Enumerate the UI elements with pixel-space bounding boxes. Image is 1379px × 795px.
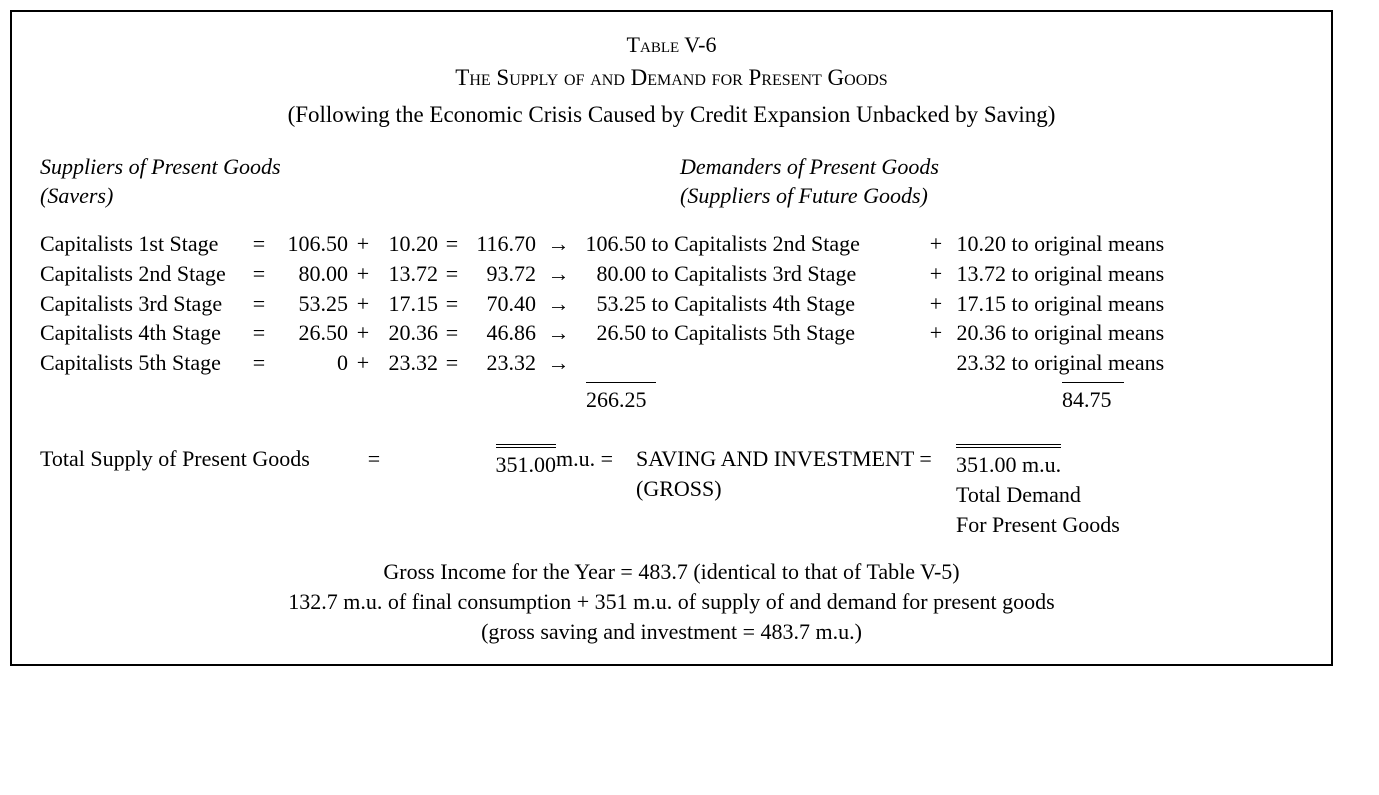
sum-value: 93.72 <box>466 259 536 289</box>
table-v6-page: Table V-6 The Supply of and Demand for P… <box>10 10 1333 666</box>
dest-original-means: 20.36 to original means <box>951 318 1164 348</box>
plus-sign: + <box>921 289 951 319</box>
footer-line1: Gross Income for the Year = 483.7 (ident… <box>40 557 1303 587</box>
dest-original-means: 10.20 to original means <box>951 229 1164 259</box>
plus-sign: + <box>921 229 951 259</box>
subtotal-dest-b: 84.75 <box>1062 382 1124 415</box>
equals-sign: = <box>438 259 466 289</box>
subtotal-dest-a: 266.25 <box>586 382 656 415</box>
dest-capitalists: 26.50 to Capitalists 5th Stage <box>581 318 921 348</box>
stage-row: Capitalists 1st Stage=106.50+10.20=116.7… <box>40 229 1303 259</box>
sum-value: 70.40 <box>466 289 536 319</box>
stage-label: Capitalists 4th Stage <box>40 318 245 348</box>
stage-rows: Capitalists 1st Stage=106.50+10.20=116.7… <box>40 229 1303 377</box>
dest-original-means: 13.72 to original means <box>951 259 1164 289</box>
total-demand-line3: For Present Goods <box>956 510 1156 540</box>
value-b: 13.72 <box>378 259 438 289</box>
value-b: 10.20 <box>378 229 438 259</box>
equals-sign: = <box>438 229 466 259</box>
total-demand-block: 351.00 m.u. Total Demand For Present Goo… <box>956 444 1156 539</box>
dest-capitalists: 106.50 to Capitalists 2nd Stage <box>581 229 921 259</box>
footer-line3: (gross saving and investment = 483.7 m.u… <box>40 617 1303 647</box>
total-unit: m.u. = <box>556 444 636 474</box>
plus-sign: + <box>921 259 951 289</box>
equals-sign: = <box>245 229 273 259</box>
stage-label: Capitalists 3rd Stage <box>40 289 245 319</box>
sum-value: 46.86 <box>466 318 536 348</box>
total-supply-label: Total Supply of Present Goods <box>40 444 360 474</box>
arrow-icon: → <box>536 318 581 348</box>
footer-block: Gross Income for the Year = 483.7 (ident… <box>40 557 1303 646</box>
demanders-header-line2: (Suppliers of Future Goods) <box>680 181 939 211</box>
plus-sign: + <box>348 289 378 319</box>
value-a: 80.00 <box>273 259 348 289</box>
total-demand-line2: Total Demand <box>956 480 1156 510</box>
suppliers-header-line1: Suppliers of Present Goods <box>40 152 680 182</box>
demanders-header-line1: Demanders of Present Goods <box>680 152 939 182</box>
table-subtitle: (Following the Economic Crisis Caused by… <box>40 99 1303 130</box>
stage-row: Capitalists 4th Stage=26.50+20.36=46.86→… <box>40 318 1303 348</box>
value-a: 26.50 <box>273 318 348 348</box>
equals-sign: = <box>360 444 388 474</box>
value-b: 17.15 <box>378 289 438 319</box>
sum-value: 23.32 <box>466 348 536 378</box>
demanders-header: Demanders of Present Goods (Suppliers of… <box>680 152 939 211</box>
equals-sign: = <box>438 318 466 348</box>
table-title: The Supply of and Demand for Present Goo… <box>40 62 1303 93</box>
suppliers-header-line2: (Savers) <box>40 181 680 211</box>
column-headers: Suppliers of Present Goods (Savers) Dema… <box>40 152 1303 211</box>
subtotal-row: 266.25 84.75 <box>40 382 1303 415</box>
equals-sign: = <box>245 259 273 289</box>
stage-row: Capitalists 2nd Stage=80.00+13.72=93.72→… <box>40 259 1303 289</box>
sum-value: 116.70 <box>466 229 536 259</box>
value-a: 53.25 <box>273 289 348 319</box>
dest-capitalists: 80.00 to Capitalists 3rd Stage <box>581 259 921 289</box>
arrow-icon: → <box>536 348 581 378</box>
arrow-icon: → <box>536 289 581 319</box>
arrow-icon: → <box>536 259 581 289</box>
plus-sign: + <box>348 348 378 378</box>
saving-investment-line1: SAVING AND INVESTMENT = <box>636 446 932 471</box>
equals-sign: = <box>245 348 273 378</box>
equals-sign: = <box>245 318 273 348</box>
total-supply-value: 351.00 <box>470 444 556 480</box>
equals-sign: = <box>245 289 273 319</box>
equals-sign: = <box>438 348 466 378</box>
value-a: 106.50 <box>273 229 348 259</box>
plus-sign: + <box>348 229 378 259</box>
plus-sign: + <box>348 259 378 289</box>
total-demand-value: 351.00 m.u. <box>956 444 1061 480</box>
table-number: Table V-6 <box>40 30 1303 60</box>
dest-original-means: 17.15 to original means <box>951 289 1164 319</box>
equals-sign: = <box>438 289 466 319</box>
suppliers-header: Suppliers of Present Goods (Savers) <box>40 152 680 211</box>
stage-row: Capitalists 5th Stage=0+23.32=23.32→23.3… <box>40 348 1303 378</box>
stage-row: Capitalists 3rd Stage=53.25+17.15=70.40→… <box>40 289 1303 319</box>
plus-sign: + <box>921 318 951 348</box>
plus-sign: + <box>348 318 378 348</box>
stage-label: Capitalists 2nd Stage <box>40 259 245 289</box>
value-b: 20.36 <box>378 318 438 348</box>
arrow-icon: → <box>536 229 581 259</box>
value-a: 0 <box>273 348 348 378</box>
value-b: 23.32 <box>378 348 438 378</box>
footer-line2: 132.7 m.u. of final consumption + 351 m.… <box>40 587 1303 617</box>
total-row: Total Supply of Present Goods = 351.00 m… <box>40 444 1303 539</box>
dest-capitalists: 53.25 to Capitalists 4th Stage <box>581 289 921 319</box>
saving-investment-label: SAVING AND INVESTMENT = (GROSS) <box>636 444 956 503</box>
dest-original-means: 23.32 to original means <box>951 348 1164 378</box>
stage-label: Capitalists 1st Stage <box>40 229 245 259</box>
saving-investment-line2: (GROSS) <box>636 476 722 501</box>
stage-label: Capitalists 5th Stage <box>40 348 245 378</box>
